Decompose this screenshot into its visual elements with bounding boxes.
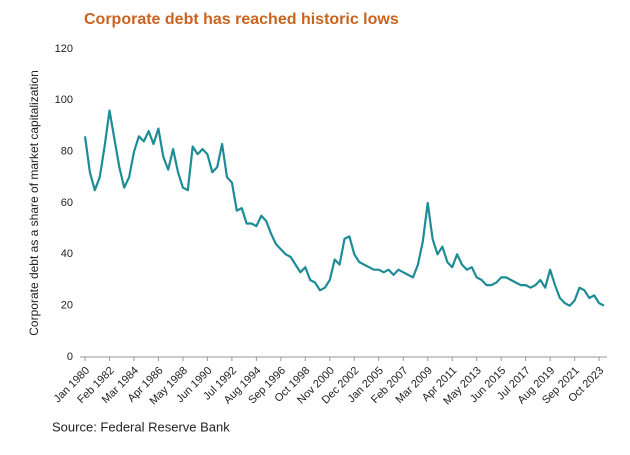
y-tick-label: 40 <box>61 248 73 260</box>
y-tick-label: 80 <box>61 146 73 158</box>
y-axis-label: Corporate debt as a share of market capi… <box>27 70 41 335</box>
y-tick-label: 0 <box>67 351 73 363</box>
source: Source: Federal Reserve Bank <box>52 419 230 434</box>
y-tick-label: 100 <box>55 94 73 106</box>
y-tick-label: 60 <box>61 197 73 209</box>
y-tick-label: 120 <box>55 43 73 55</box>
line <box>83 109 605 307</box>
chart-title: Corporate debt has reached historic lows <box>84 11 399 28</box>
y-tick-label: 20 <box>61 300 73 312</box>
